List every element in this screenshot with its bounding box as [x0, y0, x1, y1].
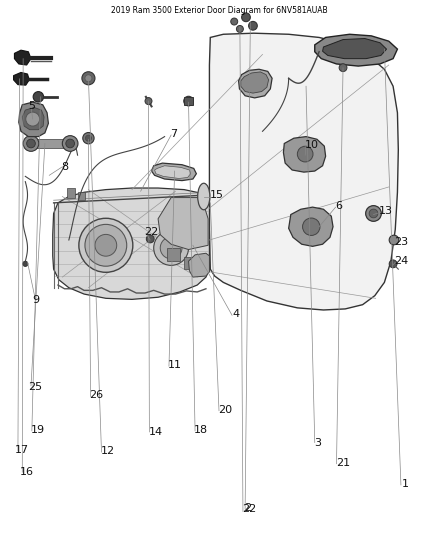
Text: 14: 14 [148, 427, 162, 437]
Circle shape [145, 98, 152, 104]
Circle shape [366, 206, 381, 221]
Circle shape [82, 72, 95, 85]
Circle shape [389, 235, 399, 245]
Circle shape [237, 26, 244, 33]
Bar [78, 192, 85, 200]
Polygon shape [14, 50, 31, 65]
Text: 22: 22 [242, 504, 256, 514]
Circle shape [303, 218, 320, 236]
Polygon shape [158, 198, 208, 249]
Circle shape [146, 235, 154, 243]
Polygon shape [19, 102, 48, 136]
Polygon shape [289, 207, 333, 246]
Text: 16: 16 [20, 467, 34, 477]
Text: 3: 3 [314, 438, 321, 448]
Circle shape [79, 219, 133, 272]
Polygon shape [14, 72, 29, 85]
Text: 13: 13 [379, 206, 393, 216]
Circle shape [389, 260, 397, 268]
Polygon shape [184, 97, 193, 106]
Polygon shape [31, 139, 70, 148]
Circle shape [85, 135, 92, 141]
Text: 15: 15 [209, 190, 223, 200]
Polygon shape [241, 72, 268, 93]
Text: 18: 18 [194, 425, 208, 435]
Circle shape [160, 237, 182, 259]
Circle shape [26, 112, 40, 126]
Text: 19: 19 [31, 425, 45, 435]
Circle shape [23, 261, 28, 266]
Text: 4: 4 [232, 309, 239, 319]
Circle shape [66, 139, 74, 148]
Text: 9: 9 [33, 295, 40, 305]
Circle shape [62, 135, 78, 151]
Text: 1: 1 [402, 479, 409, 489]
Circle shape [184, 96, 193, 106]
Text: 12: 12 [101, 446, 115, 456]
Text: 23: 23 [394, 237, 409, 247]
Text: 2: 2 [244, 503, 251, 513]
Text: 8: 8 [61, 162, 69, 172]
Circle shape [27, 139, 35, 148]
Polygon shape [239, 69, 272, 98]
Circle shape [83, 133, 94, 144]
Text: 11: 11 [168, 360, 182, 369]
Circle shape [249, 21, 257, 30]
Text: 20: 20 [218, 405, 232, 415]
Polygon shape [53, 188, 209, 300]
Text: 21: 21 [336, 458, 350, 467]
Polygon shape [155, 166, 191, 179]
Polygon shape [209, 33, 398, 310]
Text: 6: 6 [336, 200, 343, 211]
Circle shape [297, 146, 313, 162]
Circle shape [154, 230, 188, 265]
Text: 17: 17 [15, 446, 29, 456]
Polygon shape [152, 163, 196, 181]
Polygon shape [322, 38, 387, 59]
Polygon shape [283, 136, 325, 172]
Circle shape [339, 64, 347, 71]
Ellipse shape [198, 183, 210, 210]
Circle shape [231, 18, 238, 25]
Text: 26: 26 [89, 390, 103, 400]
Bar [67, 188, 75, 198]
Circle shape [33, 92, 44, 102]
Circle shape [85, 75, 92, 82]
Text: 22: 22 [144, 227, 159, 237]
Bar [167, 248, 180, 261]
Polygon shape [188, 253, 209, 277]
Circle shape [369, 209, 378, 218]
Bar [184, 257, 195, 269]
Text: 5: 5 [28, 101, 35, 111]
Circle shape [95, 235, 117, 256]
Text: 7: 7 [170, 129, 177, 139]
Polygon shape [315, 34, 397, 66]
Circle shape [23, 135, 39, 151]
Text: 24: 24 [394, 256, 409, 266]
Text: 10: 10 [305, 140, 319, 150]
Circle shape [242, 13, 251, 22]
Text: 25: 25 [28, 382, 42, 392]
Text: 2019 Ram 3500 Exterior Door Diagram for 6NV581AUAB: 2019 Ram 3500 Exterior Door Diagram for … [111, 6, 327, 15]
Circle shape [85, 224, 127, 266]
Polygon shape [22, 108, 44, 130]
